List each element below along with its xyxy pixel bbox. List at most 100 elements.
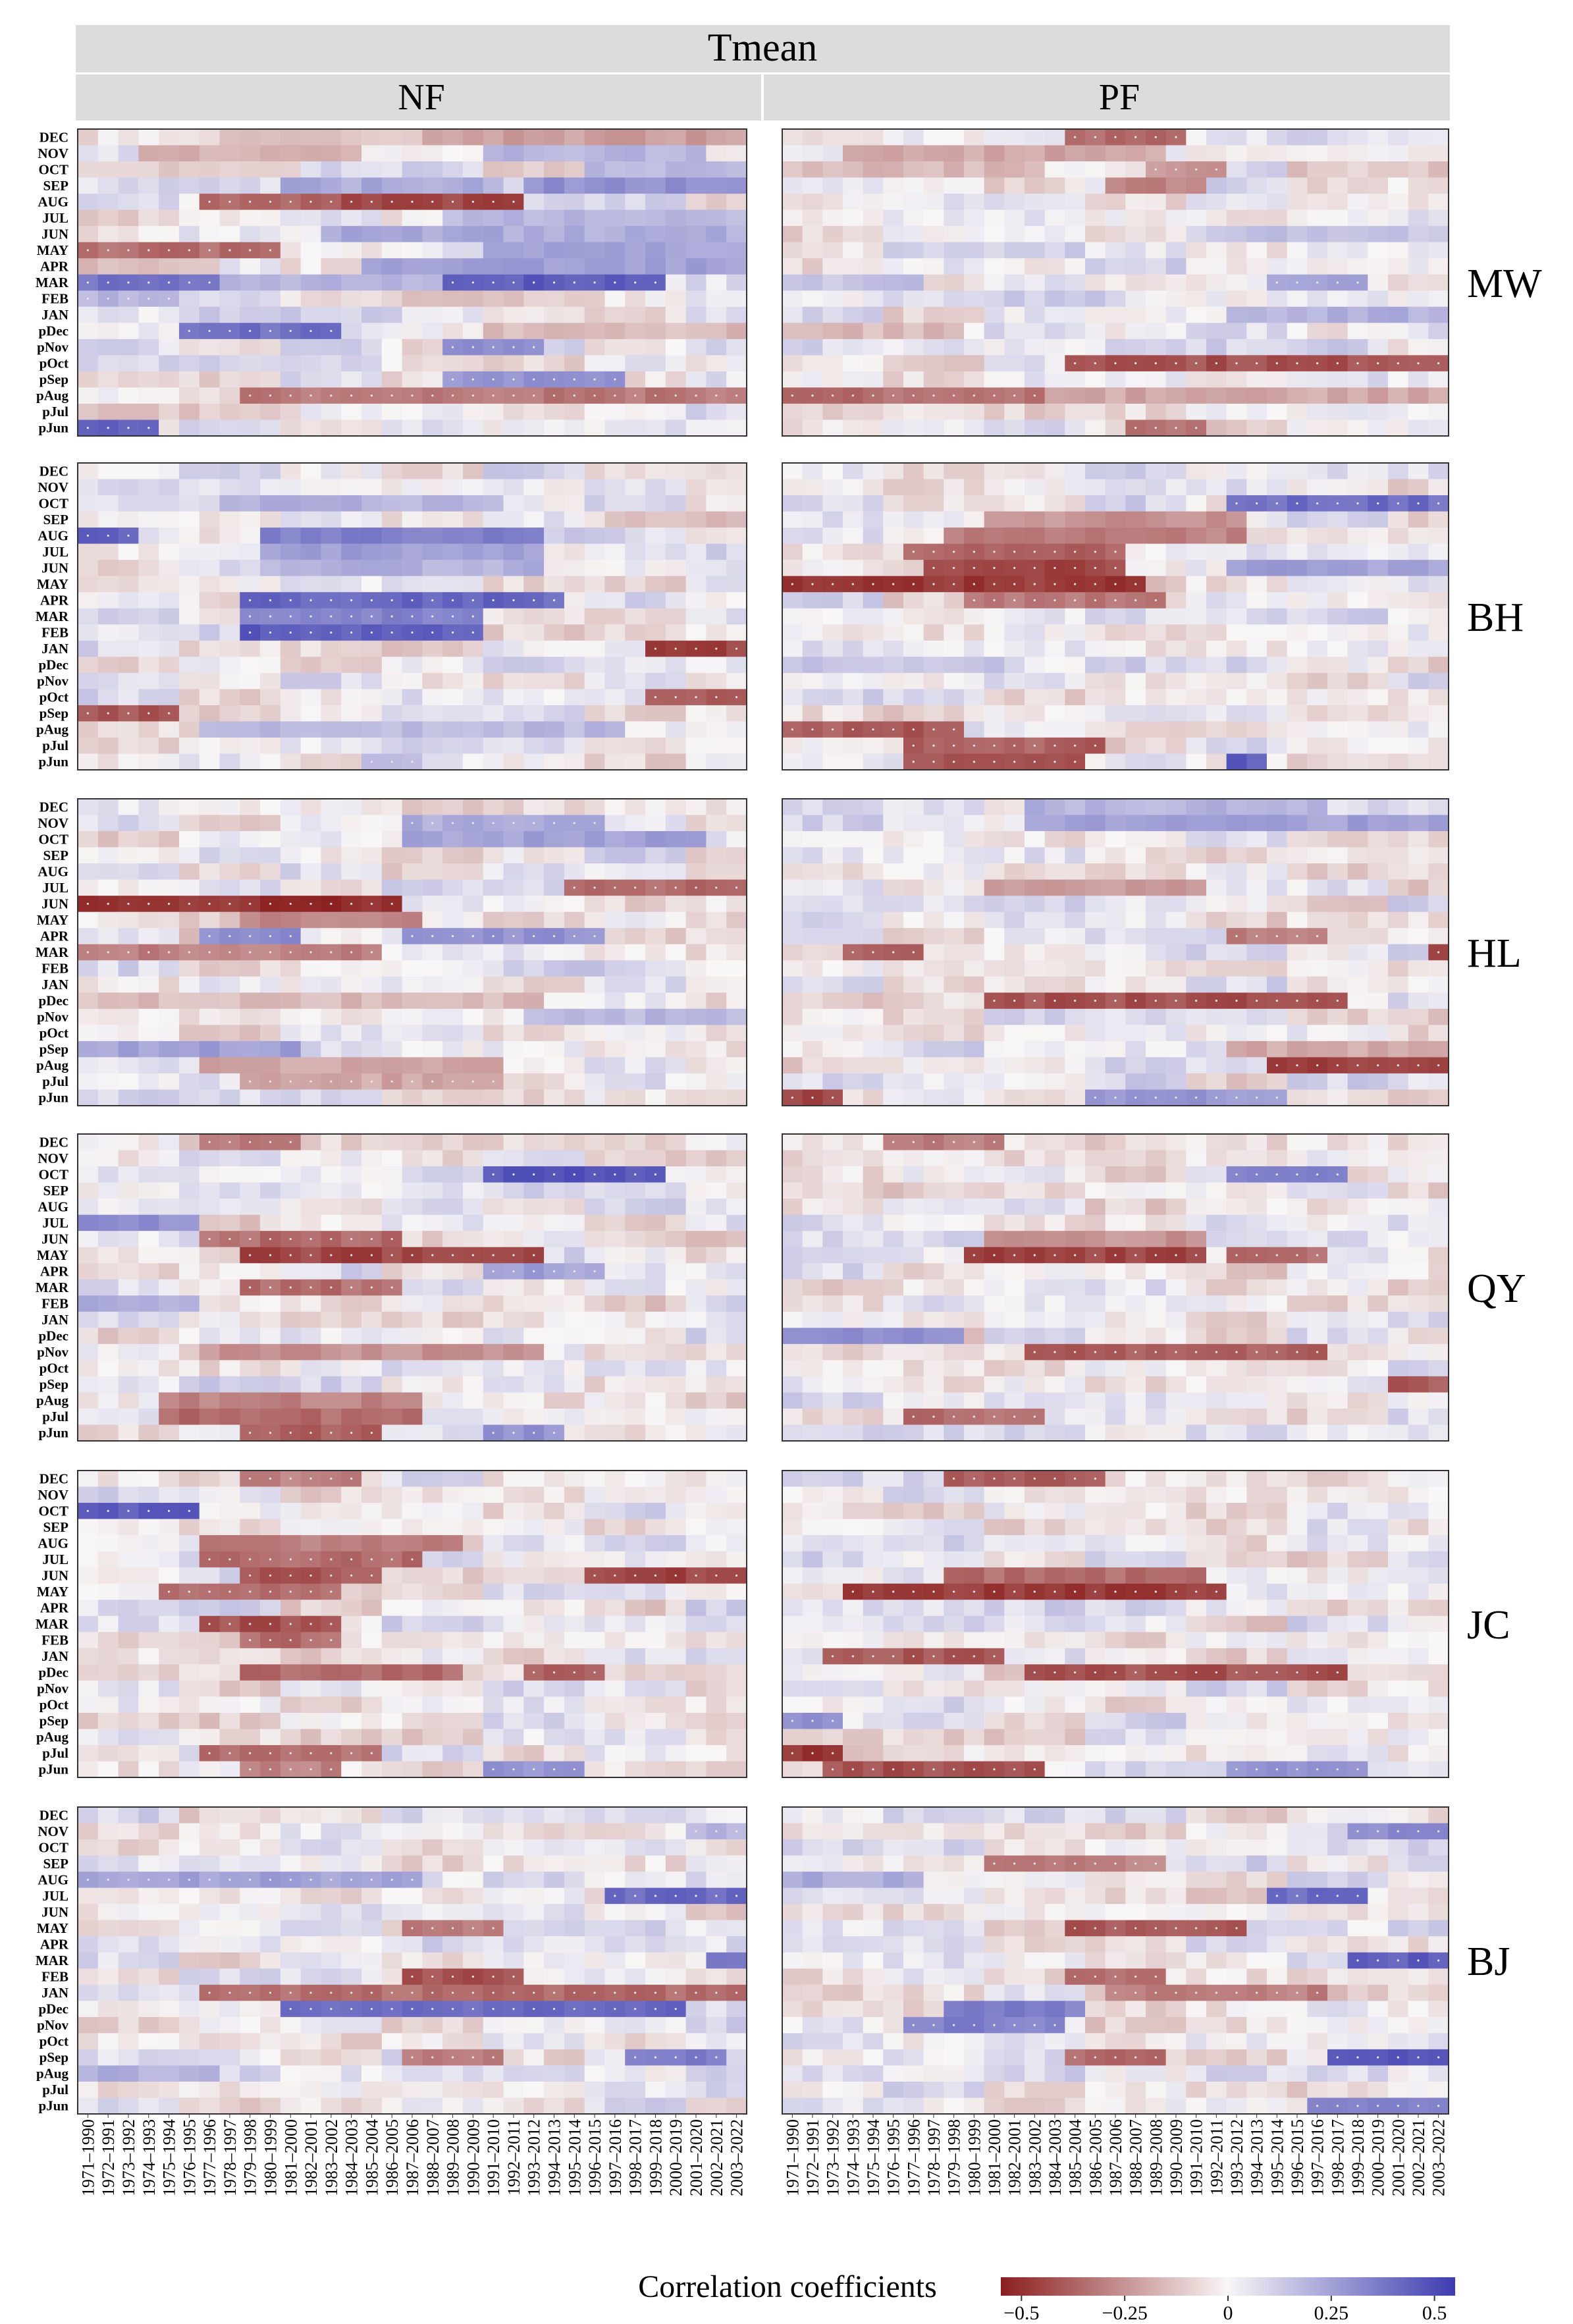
heatmap-cell: [240, 258, 261, 275]
heatmap-cell: [1226, 129, 1247, 146]
heatmap-cell: [706, 209, 727, 227]
heatmap-cell: [1004, 129, 1025, 146]
heatmap-cell: [883, 161, 904, 178]
heatmap-cell: [782, 624, 803, 641]
heatmap-cell: [523, 290, 545, 308]
month-label: pDec: [39, 657, 69, 673]
heatmap-cell: [178, 1263, 200, 1280]
heatmap-cell: [381, 1057, 403, 1074]
heatmap-cell: [843, 911, 864, 929]
heatmap-cell: [118, 624, 139, 641]
heatmap-cell: [665, 306, 687, 323]
heatmap-cell: [665, 1231, 687, 1248]
heatmap-cell: [645, 592, 666, 609]
heatmap-cell: [300, 1343, 322, 1361]
heatmap-cell: [219, 226, 240, 243]
heatmap-cell: [903, 592, 924, 609]
heatmap-cell: [1105, 403, 1126, 421]
heatmap-cell: [964, 1057, 985, 1074]
heatmap-cell: [1025, 960, 1046, 977]
heatmap-cell: [544, 1040, 565, 1058]
heatmap-cell: [903, 896, 924, 913]
heatmap-cell: [1307, 463, 1328, 480]
heatmap-cell: [178, 576, 200, 593]
heatmap-cell: [1044, 463, 1065, 480]
significance-marker: [167, 249, 171, 252]
heatmap-cell: [1368, 831, 1389, 848]
heatmap-cell: [726, 371, 747, 389]
heatmap-cell: [604, 1089, 626, 1106]
heatmap-cell: [625, 1231, 646, 1248]
heatmap-cell: [923, 1040, 944, 1058]
significance-marker: [512, 1270, 515, 1273]
heatmap-cell: [1368, 161, 1389, 178]
heatmap-cell: [625, 689, 646, 706]
heatmap-cell: [782, 592, 803, 609]
heatmap-cell: [544, 1311, 565, 1328]
heatmap-cell: [341, 1150, 362, 1167]
significance-marker: [1074, 566, 1077, 570]
heatmap-cell: [903, 355, 924, 372]
heatmap-cell: [159, 194, 180, 211]
heatmap-cell: [1025, 640, 1046, 657]
heatmap-cell: [782, 831, 803, 848]
heatmap-cell: [1105, 479, 1126, 496]
heatmap-cell: [118, 672, 139, 689]
heatmap-cell: [442, 403, 464, 421]
heatmap-cell: [1408, 815, 1429, 832]
heatmap-cell: [240, 527, 261, 545]
heatmap-cell: [685, 576, 707, 593]
heatmap-cell: [1226, 1025, 1247, 1042]
heatmap-cell: [1327, 1040, 1348, 1058]
heatmap-cell: [1226, 161, 1247, 178]
heatmap-cell: [1287, 527, 1308, 545]
heatmap-cell: [1408, 992, 1429, 1010]
heatmap-cell: [1307, 387, 1328, 404]
heatmap-cell: [964, 419, 985, 437]
heatmap-cell: [564, 640, 585, 657]
heatmap-cell: [1146, 847, 1167, 864]
heatmap-cell: [138, 1073, 159, 1091]
heatmap-cell: [118, 721, 139, 738]
heatmap-cell: [483, 640, 504, 657]
heatmap-cell: [159, 419, 180, 437]
heatmap-cell: [1105, 896, 1126, 913]
heatmap-cell: [1307, 1089, 1328, 1106]
heatmap-cell: [341, 863, 362, 880]
heatmap-cell: [1388, 721, 1409, 738]
heatmap-cell: [1004, 338, 1025, 356]
heatmap-cell: [503, 1150, 524, 1167]
significance-marker: [249, 934, 252, 938]
heatmap-cell: [1105, 290, 1126, 308]
heatmap-cell: [822, 129, 843, 146]
heatmap-cell: [964, 1089, 985, 1106]
heatmap-cell: [1408, 560, 1429, 577]
heatmap-cell: [219, 463, 240, 480]
heatmap-cell: [964, 815, 985, 832]
heatmap-cell: [1025, 624, 1046, 641]
heatmap-cell: [523, 737, 545, 755]
heatmap-cell: [402, 1040, 423, 1058]
heatmap-cell: [604, 306, 626, 323]
heatmap-cell: [802, 543, 823, 560]
heatmap-cell: [199, 592, 221, 609]
heatmap-cell: [944, 1040, 965, 1058]
heatmap-cell: [544, 624, 565, 641]
heatmap-cell: [923, 419, 944, 437]
heatmap-cell: [341, 960, 362, 977]
heatmap-cell: [903, 274, 924, 291]
heatmap-cell: [843, 863, 864, 880]
heatmap-cell: [964, 403, 985, 421]
heatmap-cell: [1267, 863, 1288, 880]
heatmap-cell: [361, 1408, 383, 1426]
heatmap-cell: [381, 705, 403, 722]
heatmap-cell: [944, 944, 965, 961]
heatmap-cell: [625, 1328, 646, 1345]
heatmap-cell: [726, 1089, 747, 1106]
heatmap-cell: [442, 1343, 464, 1361]
heatmap-cell: [219, 721, 240, 738]
heatmap-cell: [422, 911, 443, 929]
heatmap-cell: [645, 737, 666, 755]
heatmap-cell: [1206, 194, 1227, 211]
heatmap-cell: [1004, 1089, 1025, 1106]
